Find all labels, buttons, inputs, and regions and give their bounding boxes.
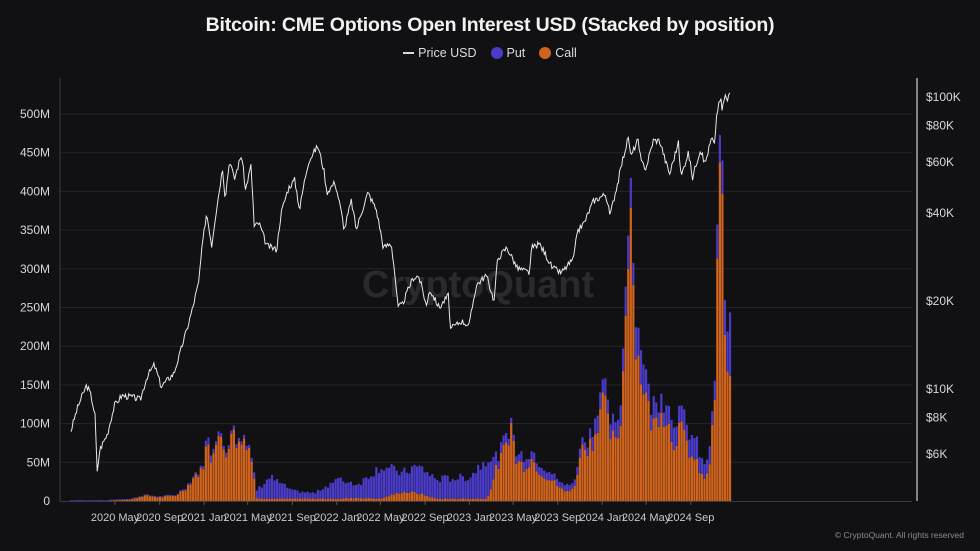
svg-text:$10K: $10K [926,382,954,396]
svg-text:$40K: $40K [926,206,954,220]
svg-text:0: 0 [43,494,50,508]
svg-text:2022 Sep: 2022 Sep [402,512,449,524]
svg-text:2024 Jan: 2024 Jan [579,512,624,524]
legend-item-put[interactable]: Put [490,46,526,60]
price-line [70,92,731,472]
svg-text:150M: 150M [20,378,50,392]
svg-text:200M: 200M [20,339,50,353]
gridlines [60,113,912,463]
svg-text:2024 May: 2024 May [622,512,671,524]
svg-text:400M: 400M [20,184,50,198]
svg-text:$8K: $8K [926,410,947,424]
put-circle-swatch-icon [490,47,503,59]
legend-label-put: Put [506,46,526,60]
svg-text:50M: 50M [27,455,50,469]
svg-text:$80K: $80K [926,118,954,132]
stacked-bars [69,135,732,502]
svg-text:2020 Sep: 2020 Sep [136,512,183,524]
legend-item-call[interactable]: Call [539,46,577,60]
svg-text:250M: 250M [20,301,50,315]
call-circle-swatch-icon [539,47,552,59]
svg-text:2023 Jan: 2023 Jan [447,512,492,524]
legend: Price USD Put Call [0,46,980,60]
svg-text:2023 May: 2023 May [489,512,538,524]
chart-title: Bitcoin: CME Options Open Interest USD (… [205,14,775,36]
svg-text:2022 May: 2022 May [356,512,405,524]
axes: 0 50M 100M 150M 200M 250M 300M 350M 400M 450M 500M… [20,78,961,524]
legend-label-price: Price USD [418,46,477,60]
svg-text:2021 Jan: 2021 Jan [181,512,226,524]
svg-text:300M: 300M [20,262,50,276]
svg-text:2022 Jan: 2022 Jan [314,512,359,524]
svg-text:450M: 450M [20,146,50,160]
svg-text:$20K: $20K [926,294,954,308]
svg-text:2024 Sep: 2024 Sep [667,512,714,524]
svg-text:2023 Sep: 2023 Sep [534,512,581,524]
svg-text:2020 May: 2020 May [91,512,140,524]
line-swatch-icon [403,52,415,54]
svg-text:$6K: $6K [926,447,947,461]
svg-text:500M: 500M [20,107,50,121]
copyright-footer: © CryptoQuant. All rights reserved [834,530,964,540]
svg-text:$100K: $100K [926,90,961,104]
svg-text:$60K: $60K [926,155,954,169]
svg-text:2021 Sep: 2021 Sep [269,512,316,524]
watermark: CryptoQuant [362,264,595,306]
svg-text:2021 May: 2021 May [224,512,273,524]
svg-text:100M: 100M [20,417,50,431]
svg-text:350M: 350M [20,223,50,237]
legend-label-call: Call [555,46,577,60]
legend-item-price[interactable]: Price USD [403,46,477,60]
